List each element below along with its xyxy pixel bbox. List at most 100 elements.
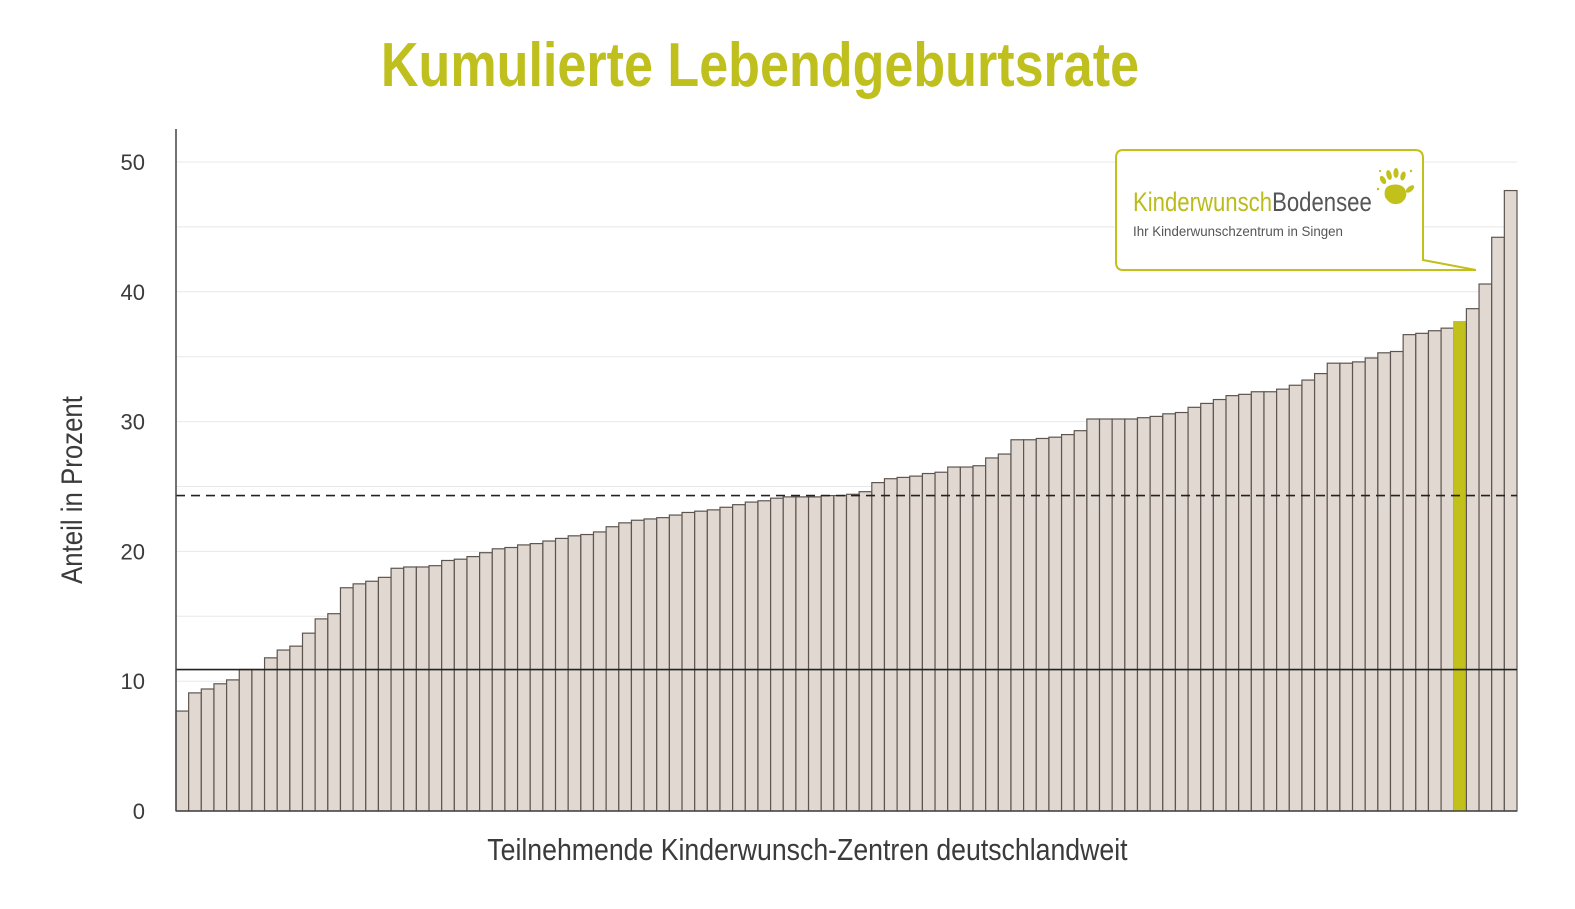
bar (883, 478, 898, 812)
x-axis-label: Teilnehmende Kinderwunsch-Zentren deutsc… (487, 832, 1128, 867)
bar (1086, 418, 1101, 812)
bar (1364, 357, 1379, 812)
bar (453, 558, 468, 812)
bar (251, 668, 266, 812)
bar (365, 580, 380, 812)
brand-tagline: Ihr Kinderwunschzentrum in Singen (1133, 223, 1343, 239)
bar (263, 657, 278, 812)
bar (352, 583, 367, 812)
bar (947, 466, 961, 812)
bar (871, 482, 886, 812)
brand-part-1: Kinderwunsch (1133, 187, 1273, 217)
bar (795, 496, 810, 812)
y-tick-labels: 0 10 20 30 40 50 (121, 150, 145, 824)
bars (175, 189, 1518, 812)
bar (188, 692, 202, 812)
y-tick-label: 0 (133, 799, 145, 824)
bar (681, 511, 696, 812)
bar (377, 576, 392, 812)
bar (1060, 433, 1075, 812)
hand-icon (1376, 168, 1415, 205)
y-tick-label: 30 (121, 410, 145, 435)
bar (921, 472, 936, 812)
bar (428, 565, 443, 812)
bar (668, 514, 683, 812)
bar (1276, 388, 1290, 812)
bar (403, 566, 417, 812)
bar (1250, 391, 1265, 812)
bar (1326, 362, 1341, 812)
bar (301, 632, 316, 812)
bar (1263, 391, 1278, 812)
bar (769, 497, 784, 812)
bar (1427, 330, 1442, 812)
brand-name: KinderwunschBodensee (1133, 187, 1372, 218)
bar (441, 559, 455, 812)
bar (744, 501, 759, 812)
bar (732, 504, 746, 812)
bar (694, 510, 708, 812)
bar (175, 710, 190, 812)
bar (997, 453, 1012, 812)
bar (1465, 308, 1480, 812)
bar (542, 540, 557, 812)
bar (1187, 406, 1202, 812)
bar-highlight (1453, 321, 1467, 812)
bar (554, 537, 569, 812)
bar (1212, 398, 1227, 812)
bar (1503, 189, 1518, 812)
bar (1389, 350, 1404, 812)
bar (1162, 413, 1177, 812)
bar (706, 509, 721, 812)
reference-lines (176, 494, 1517, 671)
bar (415, 566, 430, 812)
bar (909, 475, 924, 812)
bar (1377, 352, 1392, 812)
bar (339, 587, 354, 812)
bar (580, 533, 595, 812)
bar (567, 535, 582, 812)
chart-title: Kumulierte Lebendgeburtsrate (380, 31, 1140, 100)
bar (959, 466, 974, 812)
bar (1225, 395, 1240, 812)
bar (1313, 372, 1328, 812)
bar (807, 496, 822, 812)
bar (630, 519, 645, 812)
bar (1035, 437, 1050, 812)
bar (466, 555, 481, 812)
bar (1351, 361, 1366, 812)
bar (238, 668, 253, 812)
bar (213, 683, 228, 812)
bar (972, 465, 987, 812)
bar (226, 679, 240, 812)
bar (757, 500, 772, 812)
bar (1491, 236, 1505, 812)
bar (782, 496, 797, 812)
bar (896, 476, 911, 812)
bar (719, 506, 734, 812)
bar (985, 457, 999, 812)
bar (1124, 418, 1139, 812)
brand-part-2: Bodensee (1272, 187, 1372, 217)
y-tick-label: 20 (121, 539, 145, 564)
bar (1238, 393, 1252, 812)
bar (1478, 283, 1493, 812)
y-tick-label: 10 (121, 669, 145, 694)
bar (1111, 418, 1126, 812)
bar (504, 546, 519, 812)
bar (1098, 418, 1113, 812)
y-tick-label: 40 (121, 280, 145, 305)
bar (1200, 402, 1214, 812)
bar (276, 649, 291, 812)
clinic-callout: KinderwunschBodensee Ihr Kinderwunschzen… (1115, 149, 1477, 271)
bar (656, 517, 670, 812)
bar (1048, 436, 1063, 812)
bar (491, 548, 506, 812)
bar (314, 618, 329, 812)
bar (934, 471, 949, 812)
bar (1339, 362, 1354, 812)
bar (1174, 411, 1189, 812)
bar (1149, 415, 1164, 812)
bar (327, 613, 342, 812)
